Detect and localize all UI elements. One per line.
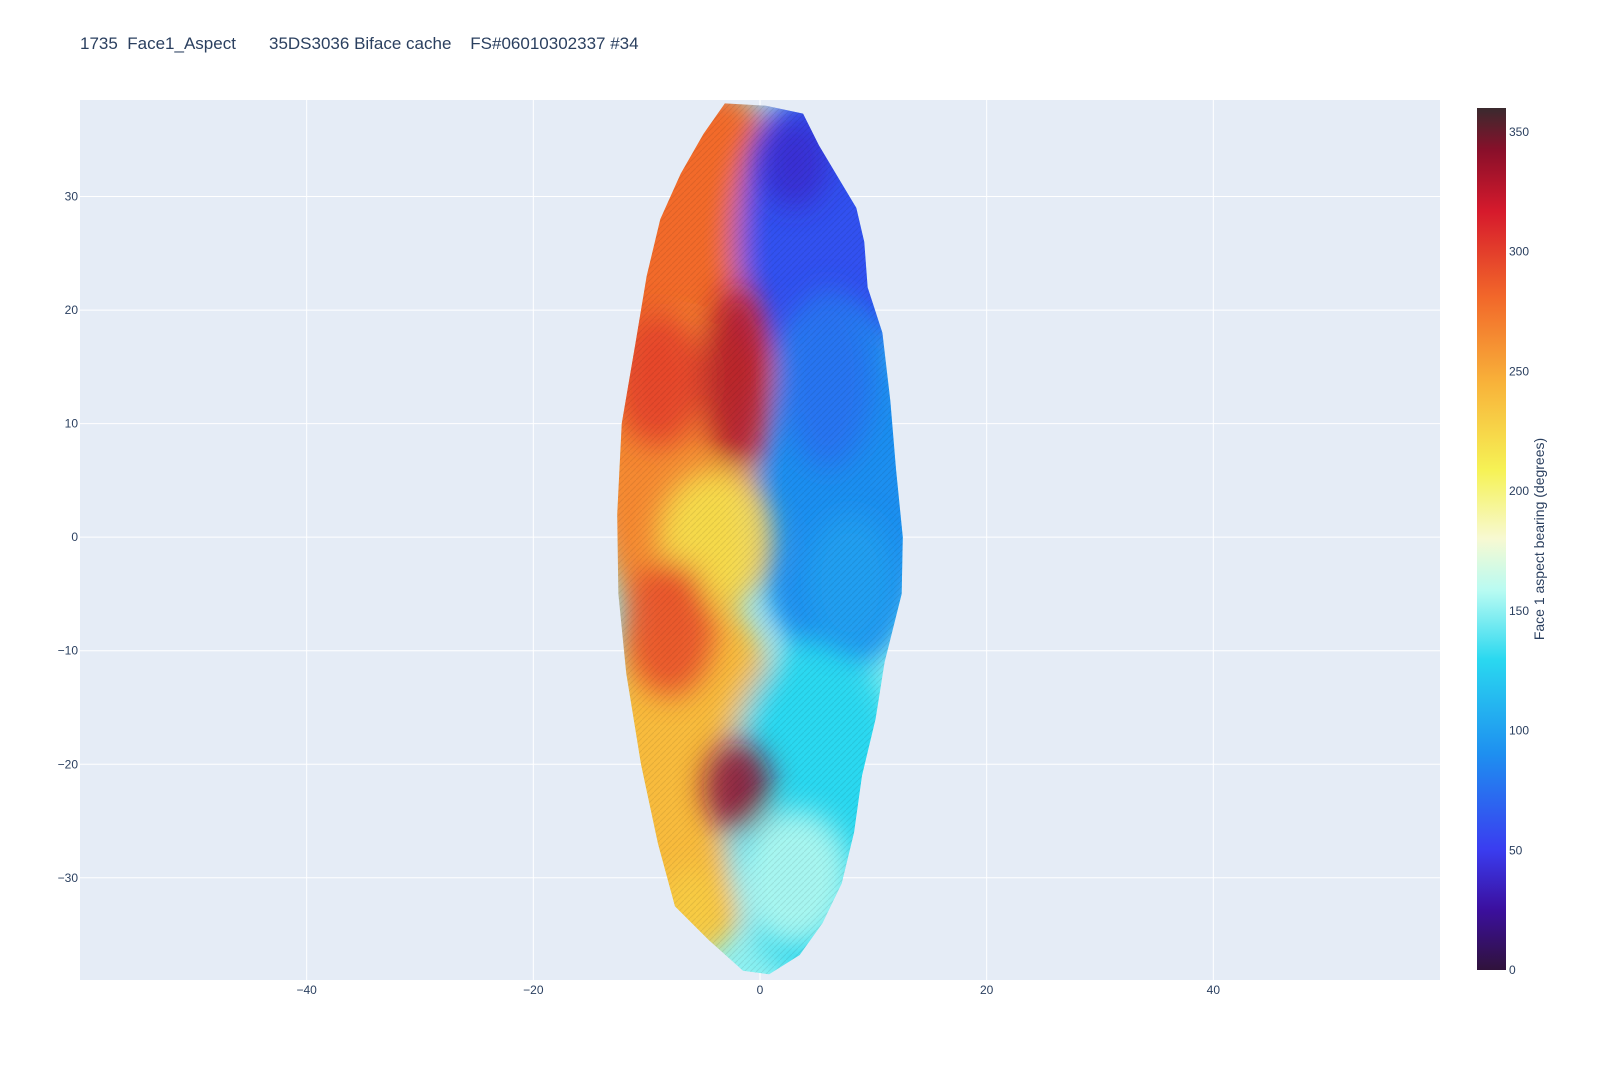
x-tick-label: 0	[757, 983, 764, 997]
x-tick-label: −40	[296, 983, 317, 997]
colorbar: 0 50 100 150 200 250 300 350 Face 1 aspect beari…	[1477, 108, 1547, 977]
colorbar-tick-label: 300	[1509, 245, 1529, 259]
colorbar-tick-label: 350	[1509, 125, 1529, 139]
x-tick-label: 20	[980, 983, 994, 997]
colorbar-tick-label: 100	[1509, 724, 1529, 738]
y-tick-label: 10	[65, 417, 79, 431]
colorbar-gradient	[1477, 108, 1506, 970]
x-tick-label: 40	[1207, 983, 1221, 997]
y-tick-label: −20	[58, 757, 79, 771]
colorbar-tick-label: 150	[1509, 604, 1529, 618]
colorbar-tick-label: 50	[1509, 843, 1523, 857]
y-tick-label: 30	[65, 190, 79, 204]
colorbar-tick-label: 0	[1509, 963, 1516, 977]
colorbar-tick-label: 250	[1509, 364, 1529, 378]
x-tick-label: −20	[523, 983, 544, 997]
y-tick-label: 0	[71, 530, 78, 544]
colorbar-title: Face 1 aspect bearing (degrees)	[1531, 438, 1547, 640]
y-tick-label: −30	[58, 871, 79, 885]
y-tick-label: −10	[58, 644, 79, 658]
axes: −40 −20 0 20 40 −30 −20 −10 0 10 20 30	[58, 190, 1221, 997]
y-tick-label: 20	[65, 303, 79, 317]
surface-texture	[617, 103, 903, 975]
chart-title: 1735 Face1_Aspect 35DS3036 Biface cache …	[80, 34, 639, 53]
colorbar-tick-label: 200	[1509, 484, 1529, 498]
